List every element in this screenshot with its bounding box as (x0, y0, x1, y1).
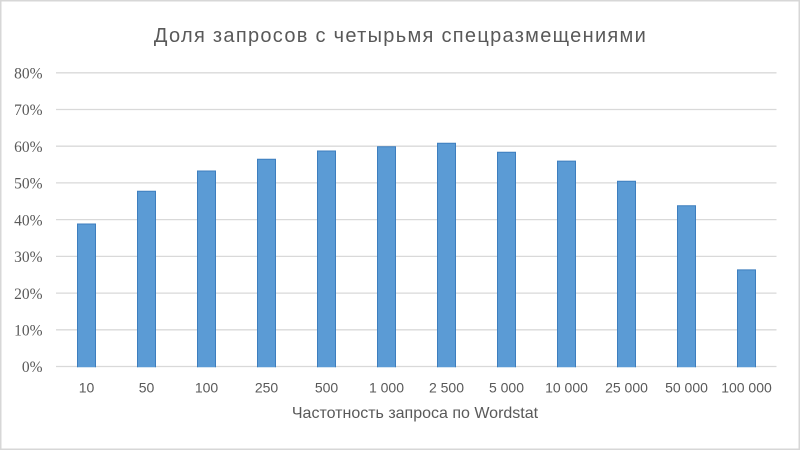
svg-text:80%: 80% (14, 66, 43, 83)
svg-text:50 000: 50 000 (665, 380, 708, 396)
svg-text:10: 10 (79, 380, 95, 396)
svg-text:500: 500 (315, 380, 339, 396)
svg-text:100 000: 100 000 (721, 380, 772, 396)
svg-text:250: 250 (255, 380, 279, 396)
svg-text:30%: 30% (14, 249, 43, 266)
svg-text:10 000: 10 000 (545, 380, 588, 396)
svg-text:50: 50 (139, 380, 155, 396)
svg-text:70%: 70% (14, 102, 43, 119)
svg-text:10%: 10% (14, 323, 43, 340)
svg-text:Доля запросов с четырьмя спецр: Доля запросов с четырьмя спецразмещениям… (154, 25, 647, 47)
svg-text:2 500: 2 500 (429, 380, 464, 396)
svg-text:100: 100 (195, 380, 219, 396)
svg-text:1 000: 1 000 (369, 380, 404, 396)
svg-text:Частотность запроса по Wordsta: Частотность запроса по Wordstat (292, 405, 539, 422)
svg-text:25 000: 25 000 (605, 380, 648, 396)
svg-text:60%: 60% (14, 139, 43, 156)
svg-text:40%: 40% (14, 212, 43, 229)
svg-text:20%: 20% (14, 286, 43, 303)
svg-text:5 000: 5 000 (489, 380, 524, 396)
svg-text:50%: 50% (14, 176, 43, 193)
svg-text:0%: 0% (22, 359, 43, 376)
